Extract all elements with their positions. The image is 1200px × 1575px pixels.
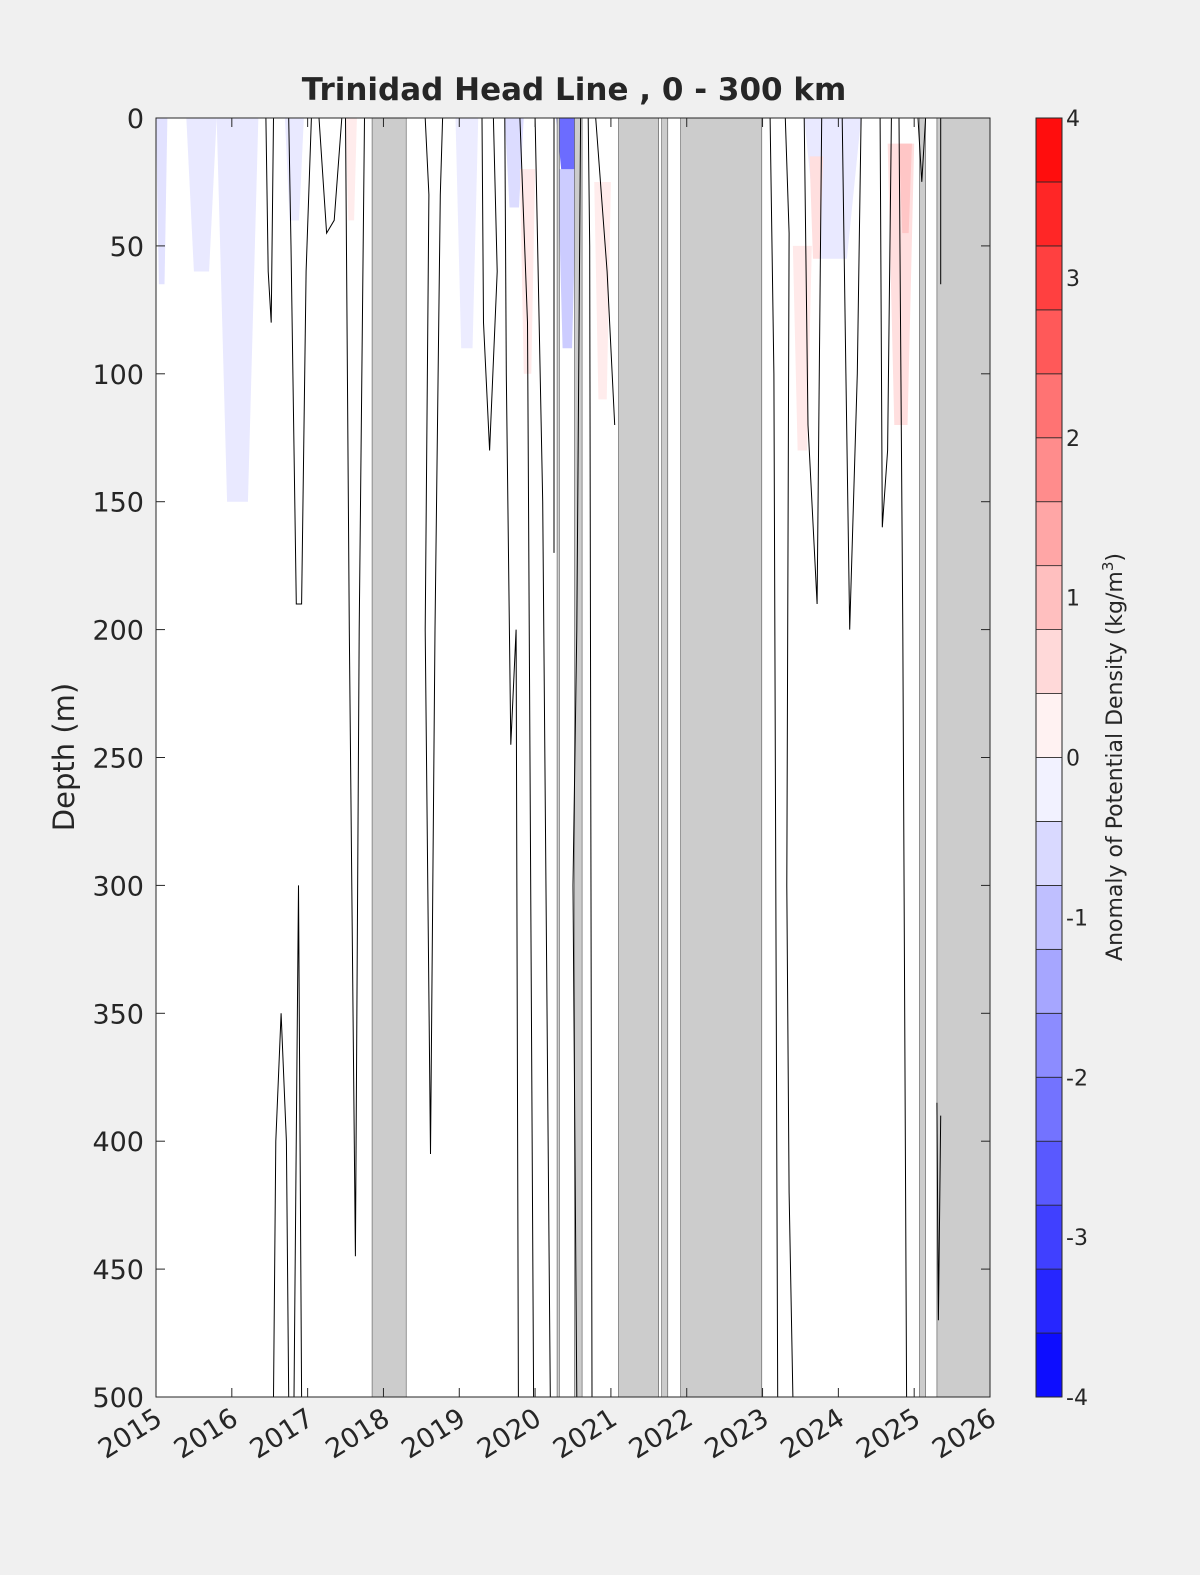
colorbar-swatch — [1035, 629, 1063, 694]
zero-contour-line — [424, 117, 444, 1155]
zero-contour-line — [288, 117, 312, 605]
colorbar-swatch — [1035, 501, 1063, 567]
no-data-band — [661, 117, 669, 1398]
plot-background — [156, 118, 990, 1397]
anomaly-patch — [345, 118, 357, 221]
y-tick-label: 0 — [127, 104, 144, 135]
no-data-band — [371, 117, 407, 1398]
colorbar: -4 -3 -2 -1 0 1 2 3 4 Anomaly of Potential Densi… — [1035, 107, 1128, 1411]
zero-contour-line — [769, 117, 779, 1398]
no-data-band — [556, 117, 560, 1398]
zero-contour-line — [898, 117, 908, 1398]
colorbar-tick-label: 3 — [1066, 267, 1080, 292]
colorbar-tick-label: 1 — [1066, 587, 1080, 612]
y-tick-label: 100 — [92, 360, 144, 391]
zero-contour-layer — [265, 117, 942, 1398]
zero-contour-line — [265, 117, 274, 323]
zero-contour-line — [936, 1102, 942, 1321]
anomaly-patch — [557, 169, 577, 349]
colorbar-swatch — [1035, 821, 1063, 886]
colorbar-label-superscript: 3 — [1099, 562, 1117, 572]
colorbar-ticks: -4 -3 -2 -1 0 1 2 3 4 — [1066, 107, 1088, 1411]
colorbar-tick-label: -3 — [1066, 1226, 1088, 1251]
colorbar-tick-label: -4 — [1066, 1386, 1088, 1411]
colorbar-swatch — [1035, 1332, 1063, 1398]
colorbar-tick-label: 0 — [1066, 747, 1080, 772]
colorbar-tick-label: -1 — [1066, 906, 1088, 931]
colorbar-swatch — [1035, 181, 1063, 247]
colorbar-tick-label: -2 — [1066, 1066, 1088, 1091]
colorbar-tick-label: 2 — [1066, 427, 1080, 452]
colorbar-swatch — [1035, 309, 1063, 375]
plot-area — [155, 117, 991, 1398]
y-tick-label: 300 — [92, 871, 144, 902]
no-data-layer — [371, 117, 991, 1398]
colorbar-swatch — [1035, 1204, 1063, 1270]
colorbar-swatch — [1035, 373, 1063, 439]
anomaly-patch — [216, 118, 259, 502]
zero-contour-line — [917, 117, 927, 182]
no-data-band — [680, 117, 763, 1398]
chart-title: Trinidad Head Line , 0 - 300 km — [302, 72, 847, 108]
y-axis-label: Depth (m) — [47, 683, 81, 831]
zero-contour-line — [784, 117, 794, 1398]
colorbar-label: Anomaly of Potential Density (kg/m3) — [1099, 553, 1128, 961]
colorbar-swatches — [1035, 117, 1063, 1398]
zero-contour-line — [519, 117, 535, 1398]
y-tick-label: 250 — [92, 744, 144, 775]
colorbar-swatch — [1035, 757, 1063, 822]
zero-contour-line — [273, 1013, 290, 1398]
zero-contour-line — [345, 117, 365, 1257]
colorbar-swatch — [1035, 437, 1063, 503]
anomaly-patch — [455, 118, 479, 349]
y-axis: 0 50 100 150 200 250 300 350 400 450 500 — [92, 104, 990, 1414]
y-tick-label: 500 — [92, 1383, 144, 1414]
zero-contour-line — [504, 117, 519, 1398]
y-tick-label: 50 — [110, 232, 144, 263]
anomaly-patch — [899, 143, 912, 234]
zero-contour-line — [803, 117, 823, 605]
zero-contour-line — [481, 117, 498, 451]
y-tick-label: 200 — [92, 616, 144, 647]
zero-contour-line — [293, 885, 303, 1398]
zero-contour-line — [534, 117, 551, 1398]
colorbar-swatch — [1035, 885, 1063, 950]
colorbar-label-suffix: ) — [1103, 553, 1128, 562]
colorbar-frame — [1035, 117, 1063, 1398]
zero-contour-line — [879, 117, 892, 528]
y-tick-label: 450 — [92, 1255, 144, 1286]
colorbar-swatch — [1035, 948, 1063, 1014]
zero-contour-line — [841, 117, 862, 630]
anomaly-patch — [156, 118, 168, 285]
anomaly-patch — [594, 181, 611, 400]
colorbar-swatch — [1035, 693, 1063, 758]
zero-contour-line — [587, 117, 593, 1398]
colorbar-swatch — [1035, 1076, 1063, 1142]
colorbar-swatch — [1035, 565, 1063, 631]
anomaly-patch — [792, 245, 812, 451]
colorbar-label-text: Anomaly of Potential Density (kg/m — [1103, 571, 1128, 961]
anomaly-patch — [186, 118, 217, 272]
zero-contour-line — [572, 117, 582, 1398]
anomaly-patch — [504, 118, 524, 208]
zero-contour-line — [318, 117, 343, 235]
colorbar-swatch — [1035, 1268, 1063, 1334]
no-data-band — [919, 117, 926, 1398]
colorbar-swatch — [1035, 245, 1063, 311]
no-data-band — [618, 117, 659, 1398]
y-tick-label: 150 — [92, 488, 144, 519]
colorbar-swatch — [1035, 1012, 1063, 1078]
colorbar-swatch — [1035, 1140, 1063, 1206]
anomaly-patch — [809, 156, 824, 259]
y-tick-label: 350 — [92, 999, 144, 1030]
colorbar-tick-label: 4 — [1066, 107, 1080, 132]
y-tick-label: 400 — [92, 1127, 144, 1158]
colorbar-swatch — [1035, 117, 1063, 183]
zero-contour-line — [595, 117, 616, 426]
